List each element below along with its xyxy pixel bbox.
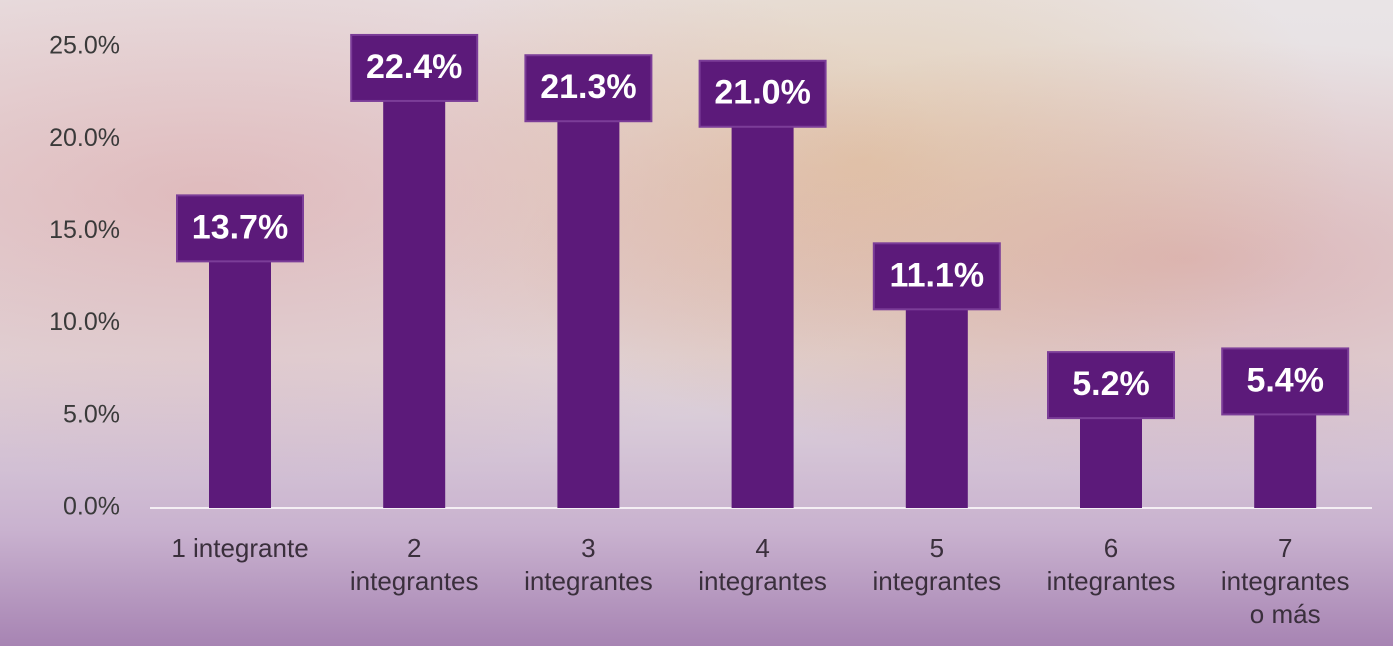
x-tick-label: 7 integrantes o más [1220, 533, 1350, 629]
value-label-box [1047, 351, 1175, 420]
y-tick-label: 0.0% [63, 493, 120, 521]
y-tick-label: 20.0% [49, 124, 120, 152]
bar [1080, 412, 1142, 508]
bar [731, 120, 794, 508]
bar [209, 255, 271, 508]
value-label: 21.3% [540, 68, 636, 106]
value-label: 5.4% [1246, 361, 1324, 399]
y-tick-label: 15.0% [49, 216, 120, 244]
value-label-box [698, 59, 827, 128]
value-label-box [872, 242, 1001, 311]
value-label-box [1221, 347, 1350, 416]
bar [383, 94, 446, 508]
y-tick-label: 5.0% [63, 400, 120, 428]
x-tick-label: 4 integrantes [698, 533, 827, 596]
value-label: 13.7% [192, 208, 288, 246]
x-tick-label: 1 integrante [171, 533, 309, 563]
value-label: 5.2% [1072, 365, 1150, 403]
value-label: 21.0% [714, 74, 810, 112]
x-tick-label: 3 integrantes [524, 533, 653, 596]
x-tick-label: 5 integrantes [872, 533, 1002, 596]
value-label-box [524, 54, 653, 123]
x-tick-label: 2 integrantes [349, 533, 479, 596]
y-tick-label: 25.0% [49, 32, 120, 60]
value-label: 22.4% [366, 48, 462, 86]
value-label-box [176, 194, 304, 263]
bar [557, 115, 620, 508]
value-label: 11.1% [890, 256, 985, 294]
value-label-box [350, 33, 479, 102]
x-tick-label: 6 integrantes [1046, 533, 1176, 596]
y-tick-label: 10.0% [49, 308, 120, 336]
bar [905, 303, 968, 508]
bar [1254, 408, 1317, 508]
